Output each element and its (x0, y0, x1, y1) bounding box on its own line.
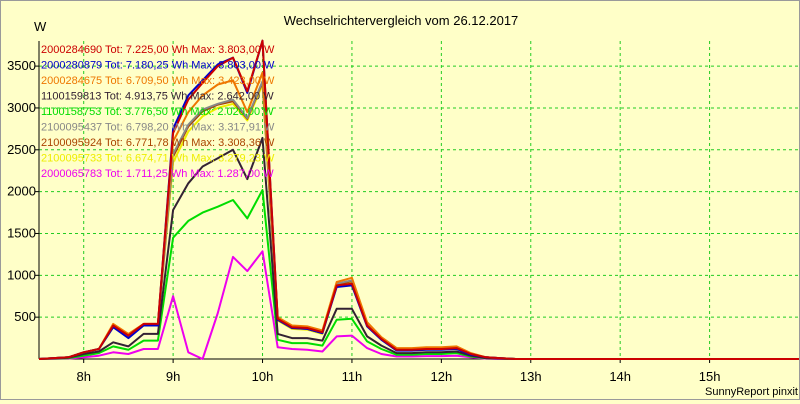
chart-title: Wechselrichtervergleich vom 26.12.2017 (284, 13, 519, 28)
credit-text: SunnyReport pinxit (705, 386, 798, 398)
legend-entry-2000065783: 2000065783 Tot: 1.711,25 Wh Max: 1.287,0… (41, 168, 274, 180)
legend-entry-2100095437: 2100095437 Tot: 6.798,20 Wh Max: 3.317,9… (41, 122, 275, 134)
y-axis-unit-label: W (34, 19, 47, 34)
y-tick-label: 2000 (7, 184, 36, 199)
x-tick-label: 8h (76, 369, 90, 384)
legend-entry-2000280879: 2000280879 Tot: 7.180,25 Wh Max: 3.803,0… (41, 60, 275, 72)
x-tick-label: 11h (342, 369, 363, 384)
y-tick-label: 500 (14, 309, 36, 324)
x-tick-label: 15h (699, 369, 721, 384)
legend-entry-1100159813: 1100159813 Tot: 4.913,75 Wh Max: 2.642,0… (41, 91, 274, 103)
y-tick-label: 1500 (7, 225, 36, 240)
legend-entry-2000284675: 2000284675 Tot: 6.709,50 Wh Max: 3.423,0… (41, 75, 275, 87)
grid-lines (39, 41, 799, 359)
legend-entry-2100095733: 2100095733 Tot: 6.674,71 Wh Max: 3.279,2… (41, 153, 275, 165)
legend-entry-2000284690: 2000284690 Tot: 7.225,00 Wh Max: 3.803,0… (41, 44, 275, 56)
y-tick-label: 1000 (7, 267, 36, 282)
x-tick-label: 12h (431, 369, 453, 384)
x-tick-label: 9h (166, 369, 180, 384)
series-line-2000284690 (38, 39, 799, 360)
y-tick-label: 3000 (7, 100, 36, 115)
x-tick-label: 14h (609, 369, 631, 384)
y-tick-label: 3500 (7, 58, 36, 73)
plot-area (39, 41, 799, 359)
legend: 2000284690 Tot: 7.225,00 Wh Max: 3.803,0… (41, 44, 275, 180)
x-tick-label: 10h (252, 369, 274, 384)
x-tick-label: 13h (520, 369, 542, 384)
legend-entry-1100158753: 1100158753 Tot: 3.776,50 Wh Max: 2.020,0… (41, 106, 274, 118)
y-tick-label: 2500 (7, 142, 36, 157)
legend-entry-2100095924: 2100095924 Tot: 6.771,78 Wh Max: 3.308,3… (41, 137, 275, 149)
series-lines (38, 39, 799, 360)
axes: 500 1000 1500 2000 2500 3000 3500 8h 9h 10h 11h 12h… (7, 41, 799, 384)
